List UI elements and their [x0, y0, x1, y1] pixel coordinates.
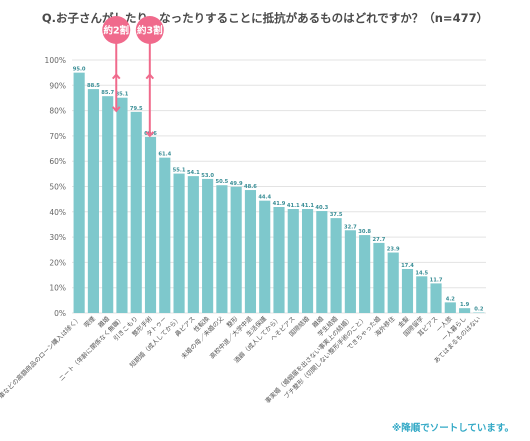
data-label: 23.9: [387, 247, 400, 253]
y-tick-label: 80%: [49, 107, 66, 116]
data-label: 11.7: [430, 277, 443, 283]
bar: [187, 176, 199, 313]
bar: [459, 308, 471, 313]
bar: [473, 312, 485, 313]
bar: [330, 218, 342, 313]
data-label: 4.2: [446, 296, 456, 302]
bar: [159, 157, 171, 313]
bar: [259, 200, 271, 313]
bar: [416, 276, 428, 313]
bar: [359, 235, 371, 313]
y-tick-label: 60%: [49, 157, 66, 166]
data-label: 14.5: [415, 270, 428, 276]
bar: [102, 96, 114, 313]
data-label: 79.5: [130, 106, 143, 112]
bar: [401, 268, 414, 313]
bar: [373, 242, 385, 313]
bar: [144, 136, 157, 313]
y-tick-label: 70%: [49, 132, 66, 141]
data-label: 50.5: [215, 179, 228, 185]
bar: [244, 190, 257, 313]
annotation-arrow-head: [112, 73, 121, 80]
data-label: 0.2: [474, 306, 484, 312]
annotations: 約2割 約3割: [102, 16, 164, 138]
data-label: 88.5: [87, 83, 100, 89]
annotation-badge: [102, 16, 131, 44]
bar: [273, 206, 285, 313]
y-tick-label: 50%: [49, 183, 66, 192]
bar: [173, 173, 185, 313]
bar: [430, 283, 442, 313]
annotation-badge: [135, 16, 164, 44]
data-label: 1.9: [460, 302, 470, 308]
bar: [344, 230, 356, 313]
data-label: 85.1: [116, 92, 129, 98]
data-label: 41.9: [273, 201, 286, 207]
data-label: 85.7: [101, 90, 114, 96]
data-label: 17.4: [401, 263, 414, 269]
annotation-label: 約3割: [137, 25, 163, 37]
data-label: 41.1: [287, 203, 300, 209]
y-tick-label: 90%: [49, 81, 66, 90]
bar: [73, 72, 85, 314]
bar: [230, 186, 242, 313]
bar: [387, 252, 399, 313]
data-label: 49.9: [230, 181, 243, 187]
y-tick-label: 0%: [54, 309, 66, 318]
bar: [202, 178, 214, 313]
bar: [287, 209, 299, 313]
data-label: 30.8: [358, 229, 371, 235]
y-tick-label: 100%: [45, 56, 66, 65]
y-tick-label: 20%: [49, 258, 66, 267]
bar: [316, 211, 328, 313]
data-label: 61.4: [158, 152, 171, 158]
bars: [73, 72, 485, 314]
bar: [116, 97, 128, 314]
value-labels: 95.088.585.785.179.569.661.455.154.153.0…: [73, 67, 484, 313]
bar: [216, 185, 228, 313]
data-label: 27.7: [373, 237, 386, 243]
annotation-arrow-head: [145, 131, 155, 138]
sort-note: ※降順でソートしています。: [391, 423, 514, 434]
bar: [87, 89, 99, 313]
y-axis-ticks: 0% 10% 20% 30% 40% 50% 60% 70% 80% 90% 100%: [45, 56, 66, 318]
y-tick-label: 30%: [49, 233, 66, 242]
data-label: 44.4: [258, 195, 271, 201]
y-tick-label: 40%: [49, 208, 66, 217]
data-label: 55.1: [173, 168, 186, 174]
data-label: 37.5: [330, 212, 343, 218]
data-label: 54.1: [187, 170, 200, 176]
data-label: 41.1: [301, 203, 314, 209]
data-label: 53.0: [201, 173, 214, 179]
bar: [301, 209, 314, 313]
y-tick-label: 10%: [49, 284, 66, 293]
annotation-arrow-head: [145, 73, 155, 80]
x-tick-label: 喫煙: [82, 314, 98, 330]
bar: [130, 111, 142, 314]
data-label: 48.6: [244, 184, 257, 190]
annotation-label: 約2割: [103, 25, 129, 37]
x-tick-label: 事実婚（婚姻届を出さない事実上の結婚）: [263, 314, 354, 405]
annotation-arrow-head: [112, 106, 121, 113]
data-label: 95.0: [73, 67, 86, 73]
data-label: 32.7: [344, 224, 357, 230]
x-axis-categories: 借金（家や車などの高額商品のローン購入は除く） 喫煙 離婚ニート（年齢に関係なく無職…: [0, 314, 482, 423]
bar: [444, 302, 456, 313]
data-label: 40.3: [315, 205, 328, 211]
